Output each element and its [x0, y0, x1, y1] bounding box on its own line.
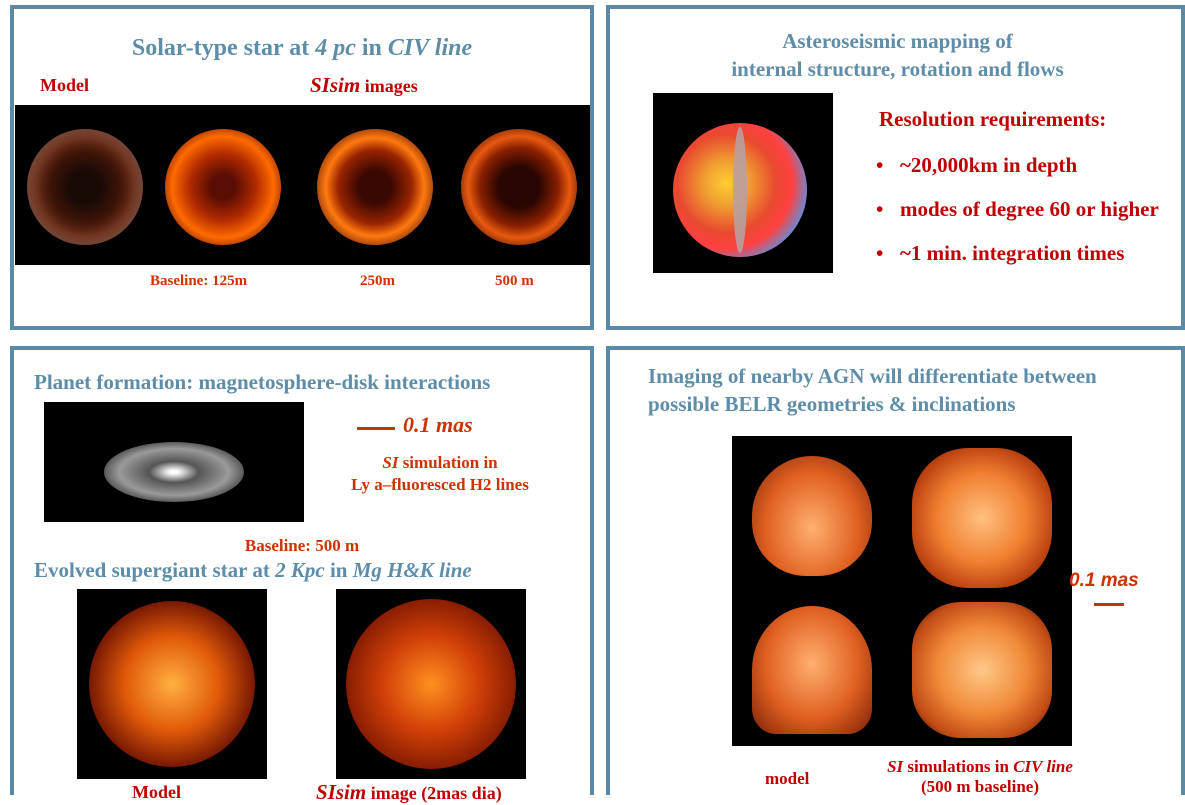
panel3-title1: Planet formation: magnetosphere-disk int… — [34, 370, 491, 394]
panel3-baseline-label: Baseline: 500 m — [244, 536, 360, 555]
requirement-item: modes of degree 60 or higher — [876, 196, 1176, 222]
agn-sim-bottom — [912, 602, 1052, 738]
panel-planet-formation: Planet formation: magnetosphere-disk int… — [10, 346, 594, 804]
scale-bar — [357, 427, 395, 430]
panel3-si-caption: SI simulation in Ly a–fluoresced H2 line… — [351, 453, 529, 494]
sisim-500m-image — [461, 129, 577, 245]
panel3-scale-label: 0.1 mas — [403, 412, 473, 437]
agn-model-label: model — [765, 769, 810, 788]
requirement-item: ~1 min. integration times — [876, 240, 1176, 266]
panel4-scale-label: 0.1 mas — [1069, 570, 1139, 591]
panel3-title2: Evolved supergiant star at 2 Kpc in Mg H… — [34, 558, 472, 582]
baseline-250m-label: 250m — [360, 273, 395, 289]
agn-model-top — [752, 456, 872, 576]
panel1-model-label: Model — [40, 75, 89, 95]
panel4-scale-bar — [1094, 603, 1124, 606]
supergiant-model-disk — [89, 601, 255, 767]
sisim-250m-image — [317, 129, 433, 245]
requirement-item: ~20,000km in depth — [876, 152, 1176, 178]
panel-solar-type-star: Solar-type star at 4 pc in CIV line Mode… — [10, 5, 594, 330]
supergiant-model-label: Model — [132, 782, 181, 802]
asteroseismic-image — [653, 93, 833, 273]
panel-asteroseismic: Asteroseismic mapping of internal struct… — [606, 5, 1185, 330]
supergiant-sisim-label: SIsim image (2mas dia) — [316, 780, 502, 804]
panel4-title: Imaging of nearby AGN will differentiate… — [648, 364, 1097, 416]
agn-si-caption: SI simulations in CIV line (500 m baseli… — [887, 757, 1073, 796]
sun-cutaway-slice — [733, 127, 747, 253]
panel1-title: Solar-type star at 4 pc in CIV line — [131, 35, 473, 61]
panel-agn-imaging: Imaging of nearby AGN will differentiate… — [606, 346, 1185, 796]
agn-model-bottom — [752, 606, 872, 734]
supergiant-model-image — [77, 589, 267, 779]
magnetosphere-disk-image — [44, 402, 304, 522]
model-star-image — [27, 129, 143, 245]
baseline-500m-label: 500 m — [495, 273, 534, 289]
resolution-requirements-heading: Resolution requirements: — [879, 107, 1107, 131]
agn-image-grid — [732, 436, 1072, 746]
solar-star-image-strip — [15, 105, 590, 265]
disk-glow — [104, 442, 244, 502]
agn-sim-top — [912, 448, 1052, 588]
supergiant-sisim-image — [336, 589, 526, 779]
panel2-title: Asteroseismic mapping of internal struct… — [731, 29, 1064, 81]
supergiant-sisim-disk — [346, 599, 516, 769]
baseline-125m-label: Baseline: 125m — [150, 273, 248, 289]
requirements-list: ~20,000km in depth modes of degree 60 or… — [876, 152, 1176, 284]
panel1-sisim-label: SIsim images — [310, 73, 418, 97]
sisim-125m-image — [165, 129, 281, 245]
